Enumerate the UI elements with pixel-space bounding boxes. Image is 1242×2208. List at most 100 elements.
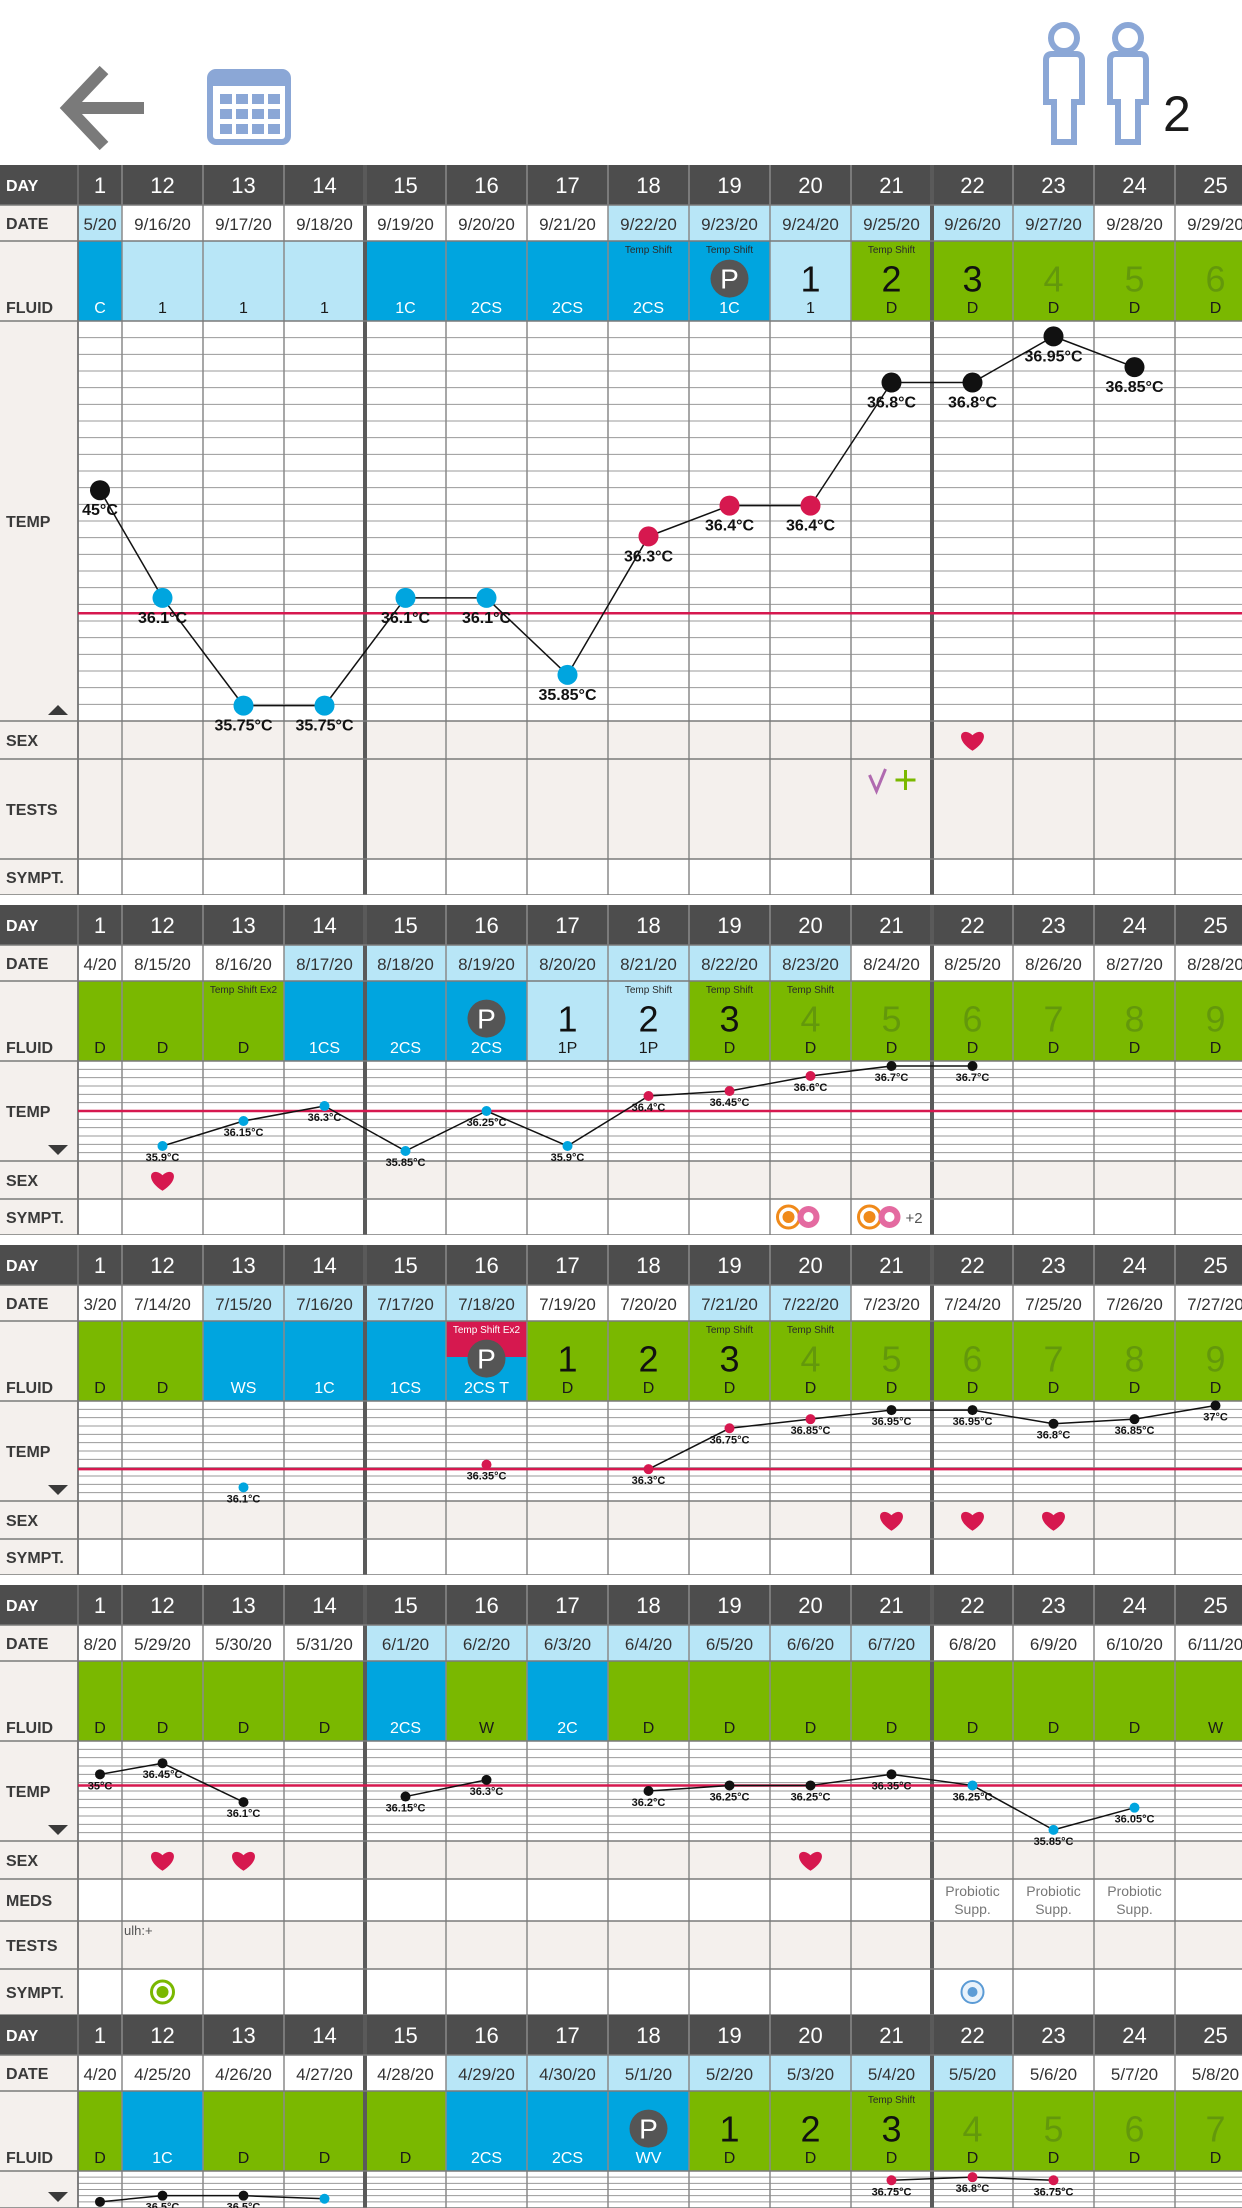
fluid-cell[interactable] [446, 1661, 527, 1741]
fluid-cell[interactable] [122, 981, 203, 1061]
day-number[interactable]: 22 [960, 1253, 984, 1278]
temp-point[interactable] [1048, 2175, 1059, 2186]
arrow-left-icon[interactable] [58, 62, 148, 154]
temp-point[interactable] [638, 526, 659, 547]
temp-point[interactable] [967, 1780, 978, 1791]
day-number[interactable]: 24 [1122, 2023, 1146, 2048]
temp-point[interactable] [1210, 1400, 1221, 1411]
temp-point[interactable] [805, 1780, 816, 1791]
fluid-cell[interactable] [446, 241, 527, 321]
day-number[interactable]: 18 [636, 173, 660, 198]
day-number[interactable]: 18 [636, 1593, 660, 1618]
temp-point[interactable] [886, 1769, 897, 1780]
day-number[interactable]: 16 [474, 1253, 498, 1278]
expand-arrow-icon[interactable] [48, 2192, 68, 2202]
day-number[interactable]: 13 [231, 1253, 255, 1278]
day-number[interactable]: 21 [879, 2023, 903, 2048]
temp-point[interactable] [238, 1482, 249, 1493]
fluid-cell[interactable] [203, 1661, 284, 1741]
temp-point[interactable] [719, 495, 740, 516]
temp-point[interactable] [643, 1786, 654, 1796]
day-number[interactable]: 16 [474, 173, 498, 198]
fluid-cell[interactable] [851, 1661, 932, 1741]
day-number[interactable]: 14 [312, 1253, 336, 1278]
day-number[interactable]: 15 [393, 1253, 417, 1278]
temp-point[interactable] [886, 1405, 897, 1416]
temp-point[interactable] [157, 1141, 168, 1151]
day-number[interactable]: 21 [879, 173, 903, 198]
day-number[interactable]: 17 [555, 913, 579, 938]
cycle-chart-4[interactable]: DAY DATE FLUID TEMP SEX MEDS TESTS SYMPT. 1 12 13 1… [0, 1585, 1242, 2015]
fluid-cell[interactable] [932, 1661, 1013, 1741]
day-number[interactable]: 18 [636, 913, 660, 938]
temp-point[interactable] [400, 1791, 411, 1802]
temp-point[interactable] [724, 1086, 735, 1096]
fluid-cell[interactable] [284, 241, 365, 321]
day-number[interactable]: 14 [312, 1593, 336, 1618]
day-number[interactable]: 21 [879, 1253, 903, 1278]
temp-point[interactable] [95, 2196, 105, 2207]
day-number[interactable]: 25 [1203, 1253, 1227, 1278]
temp-point[interactable] [476, 587, 497, 608]
day-number[interactable]: 23 [1041, 913, 1065, 938]
two-persons-icon[interactable] [1040, 20, 1156, 148]
calendar-icon[interactable] [206, 64, 292, 146]
day-number[interactable]: 19 [717, 173, 741, 198]
fluid-cell[interactable] [851, 2091, 932, 2171]
temp-point[interactable] [1129, 1802, 1140, 1813]
temp-point[interactable] [886, 2175, 897, 2186]
day-number[interactable]: 23 [1041, 173, 1065, 198]
fluid-cell[interactable] [1094, 241, 1175, 321]
day-number[interactable]: 22 [960, 173, 984, 198]
day-number[interactable]: 12 [150, 2023, 174, 2048]
day-number[interactable]: 12 [150, 913, 174, 938]
day-number[interactable]: 17 [555, 173, 579, 198]
day-number[interactable]: 14 [312, 913, 336, 938]
fluid-cell[interactable] [932, 981, 1013, 1061]
temp-point[interactable] [1048, 1824, 1059, 1835]
fluid-cell[interactable] [284, 2091, 365, 2171]
temp-point[interactable] [238, 1116, 249, 1126]
fluid-cell[interactable] [527, 241, 608, 321]
fluid-cell[interactable] [122, 241, 203, 321]
fluid-cell[interactable] [770, 1321, 851, 1401]
day-number[interactable]: 25 [1203, 1593, 1227, 1618]
day-number[interactable]: 17 [555, 1593, 579, 1618]
fluid-cell[interactable] [770, 2091, 851, 2171]
temp-point[interactable] [724, 1423, 735, 1434]
day-number[interactable]: 22 [960, 2023, 984, 2048]
day-number[interactable]: 24 [1122, 1593, 1146, 1618]
fluid-cell[interactable] [1175, 241, 1242, 321]
fluid-cell[interactable] [1175, 2091, 1242, 2171]
temp-point[interactable] [157, 2190, 168, 2201]
fluid-cell[interactable] [1175, 1661, 1242, 1741]
temp-point[interactable] [481, 1774, 492, 1785]
day-number[interactable]: 21 [879, 1593, 903, 1618]
temp-point[interactable] [805, 1071, 816, 1081]
temp-point[interactable] [1124, 357, 1145, 378]
fluid-cell[interactable] [608, 1321, 689, 1401]
fluid-cell[interactable] [1013, 241, 1094, 321]
day-number[interactable]: 12 [150, 1593, 174, 1618]
day-number[interactable]: 18 [636, 2023, 660, 2048]
temp-point[interactable] [886, 1061, 897, 1071]
fluid-cell[interactable] [122, 2091, 203, 2171]
expand-arrow-icon[interactable] [48, 1825, 68, 1835]
fluid-cell[interactable] [689, 1321, 770, 1401]
fluid-cell[interactable] [527, 2091, 608, 2171]
day-number[interactable]: 20 [798, 1253, 822, 1278]
temp-point[interactable] [233, 695, 254, 716]
day-number[interactable]: 19 [717, 2023, 741, 2048]
day-number[interactable]: 16 [474, 913, 498, 938]
fluid-cell[interactable] [851, 981, 932, 1061]
fluid-cell[interactable] [78, 1661, 122, 1741]
day-number[interactable]: 18 [636, 1253, 660, 1278]
fluid-cell[interactable] [365, 1661, 446, 1741]
fluid-cell[interactable] [284, 1661, 365, 1741]
temp-point[interactable] [557, 664, 578, 685]
day-number[interactable]: 20 [798, 173, 822, 198]
fluid-cell[interactable] [608, 981, 689, 1061]
day-number[interactable]: 22 [960, 913, 984, 938]
